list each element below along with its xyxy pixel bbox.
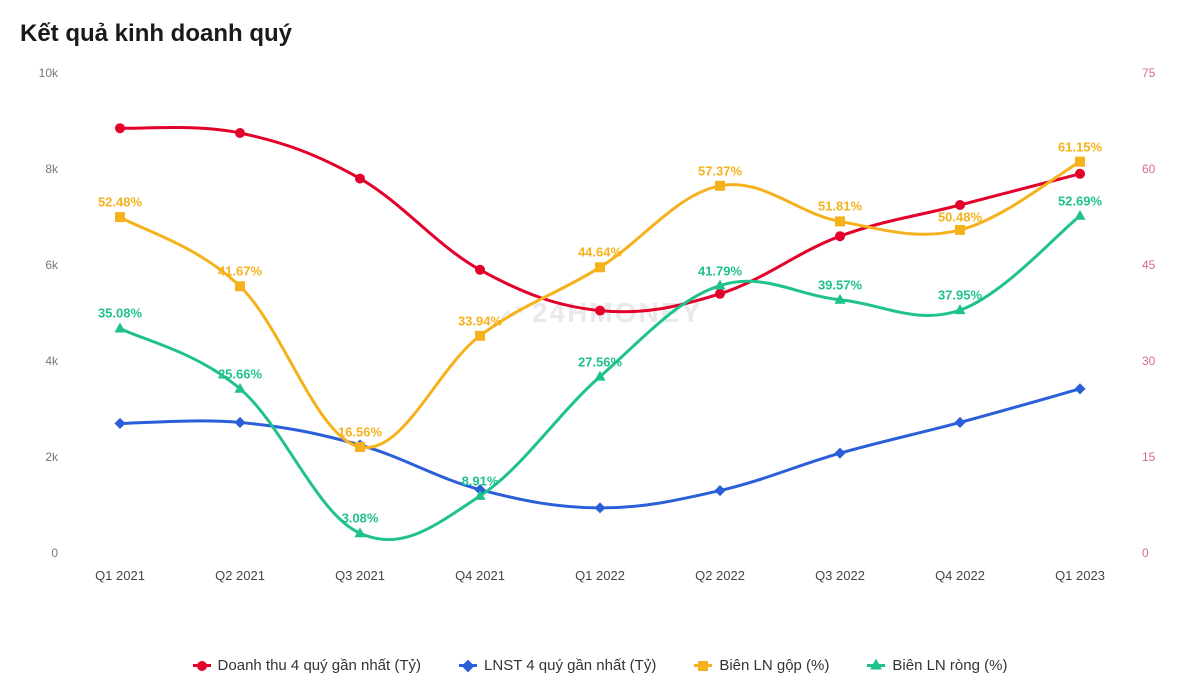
chart-title: Kết quả kinh doanh quý xyxy=(20,20,1180,48)
x-tick: Q3 2021 xyxy=(335,568,385,583)
x-tick: Q4 2022 xyxy=(935,568,985,583)
data-label: 52.69% xyxy=(1058,193,1102,208)
plot-wrap: 24HMONEY 0 2k 4k 6k 8k 10k 0 15 30 45 60 75 Q1 2021 Q… xyxy=(20,63,1180,618)
data-label: 33.94% xyxy=(458,313,502,328)
y-left-tick: 0 xyxy=(20,546,58,560)
y-right-tick: 30 xyxy=(1142,354,1180,368)
y-left-tick: 2k xyxy=(20,450,58,464)
data-label: 41.67% xyxy=(218,264,262,279)
data-label: 52.48% xyxy=(98,195,142,210)
data-label: 37.95% xyxy=(938,288,982,303)
data-label: 50.48% xyxy=(938,209,982,224)
legend-label: Doanh thu 4 quý gần nhất (Tỷ) xyxy=(218,657,421,674)
x-tick: Q1 2022 xyxy=(575,568,625,583)
y-right-tick: 45 xyxy=(1142,258,1180,272)
data-label: 57.37% xyxy=(698,163,742,178)
y-left-tick: 10k xyxy=(20,66,58,80)
legend-label: Biên LN ròng (%) xyxy=(892,657,1007,674)
legend-label: Biên LN gộp (%) xyxy=(719,657,829,674)
plot-area: 24HMONEY xyxy=(60,73,1140,553)
x-tick: Q4 2021 xyxy=(455,568,505,583)
y-left-tick: 4k xyxy=(20,354,58,368)
data-label: 25.66% xyxy=(218,366,262,381)
data-label: 44.64% xyxy=(578,245,622,260)
x-tick: Q2 2022 xyxy=(695,568,745,583)
y-right-tick: 0 xyxy=(1142,546,1180,560)
data-label: 61.15% xyxy=(1058,139,1102,154)
x-tick: Q1 2023 xyxy=(1055,568,1105,583)
legend-item[interactable]: Doanh thu 4 quý gần nhất (Tỷ) xyxy=(193,657,421,674)
legend-item[interactable]: Biên LN gộp (%) xyxy=(694,657,829,674)
y-right-tick: 60 xyxy=(1142,162,1180,176)
legend: Doanh thu 4 quý gần nhất (Tỷ) LNST 4 quý … xyxy=(0,657,1200,674)
legend-item[interactable]: LNST 4 quý gần nhất (Tỷ) xyxy=(459,657,656,674)
data-label: 3.08% xyxy=(342,511,379,526)
y-left-tick: 8k xyxy=(20,162,58,176)
data-label: 27.56% xyxy=(578,354,622,369)
y-right-tick: 75 xyxy=(1142,66,1180,80)
data-label: 16.56% xyxy=(338,425,382,440)
y-right-tick: 15 xyxy=(1142,450,1180,464)
y-left-tick: 6k xyxy=(20,258,58,272)
data-label: 39.57% xyxy=(818,277,862,292)
x-tick: Q1 2021 xyxy=(95,568,145,583)
data-label: 35.08% xyxy=(98,306,142,321)
x-tick: Q2 2021 xyxy=(215,568,265,583)
data-label: 51.81% xyxy=(818,199,862,214)
data-label: 8.91% xyxy=(462,473,499,488)
legend-item[interactable]: Biên LN ròng (%) xyxy=(867,657,1007,674)
x-tick: Q3 2022 xyxy=(815,568,865,583)
plot-svg xyxy=(60,73,1140,553)
legend-label: LNST 4 quý gần nhất (Tỷ) xyxy=(484,657,656,674)
data-label: 41.79% xyxy=(698,263,742,278)
chart-container: Kết quả kinh doanh quý 24HMONEY 0 2k 4k 6k 8… xyxy=(0,0,1200,686)
